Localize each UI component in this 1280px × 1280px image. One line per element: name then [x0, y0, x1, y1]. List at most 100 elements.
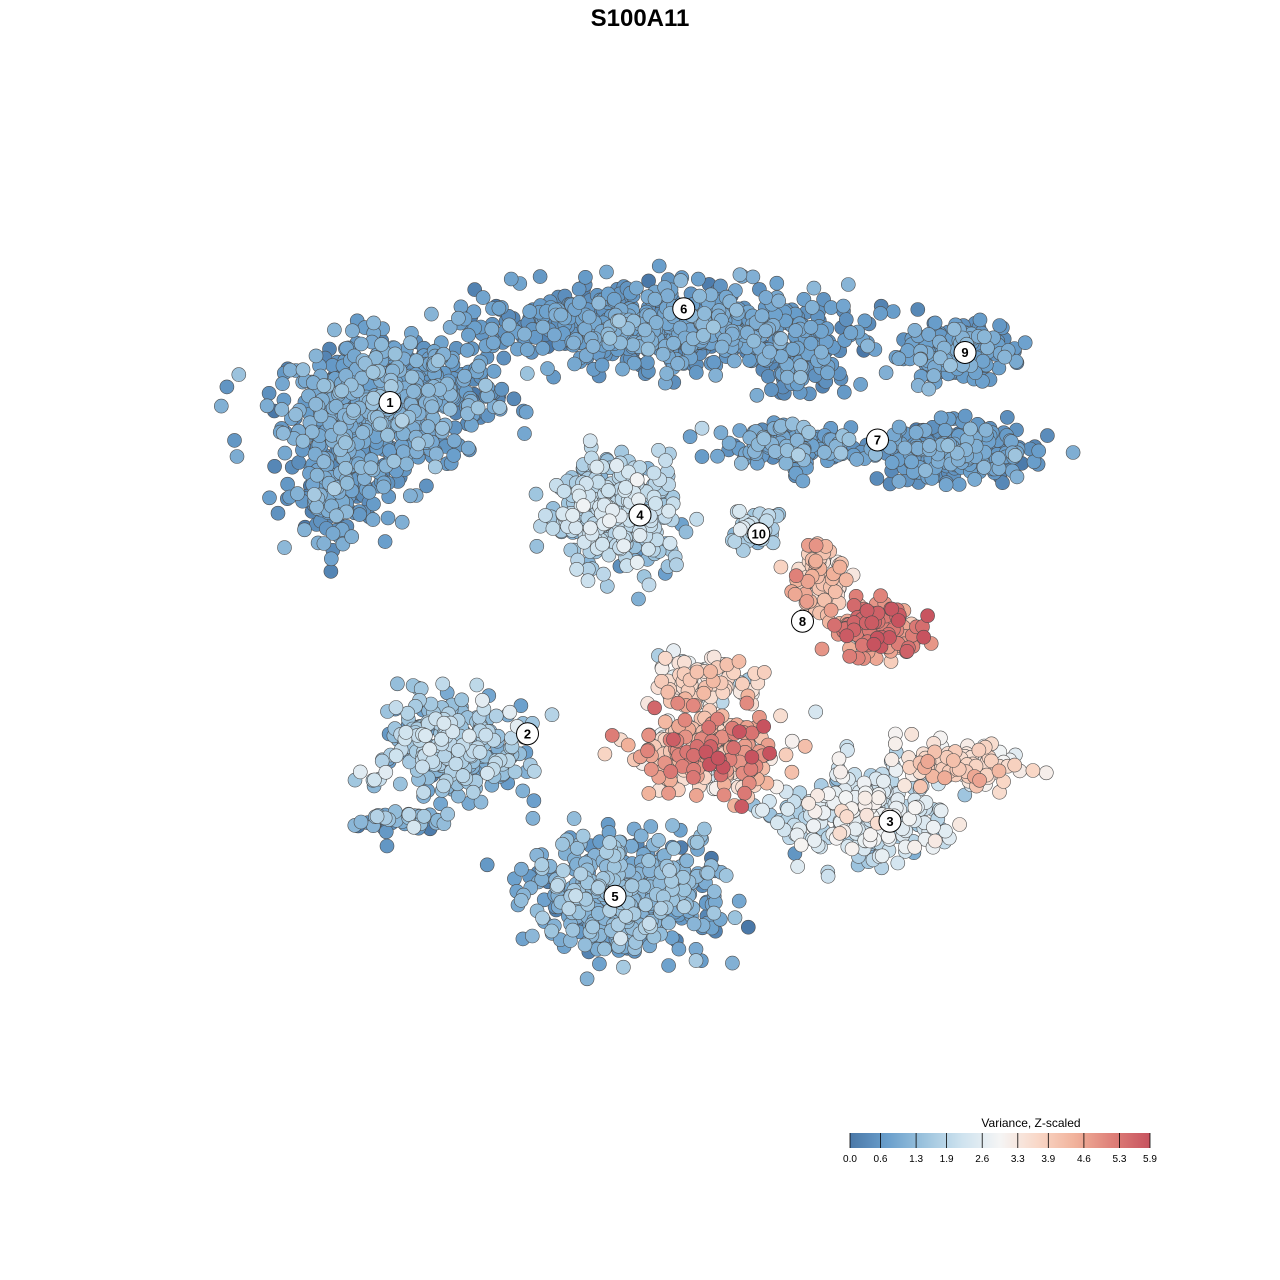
data-point	[436, 778, 451, 794]
data-point	[771, 293, 787, 309]
data-point	[422, 741, 438, 757]
data-point	[428, 446, 444, 462]
data-point	[316, 454, 332, 470]
cluster-label-text: 6	[680, 301, 687, 316]
data-point	[884, 752, 900, 767]
data-point	[849, 452, 865, 467]
data-point	[450, 788, 466, 804]
data-point	[352, 507, 367, 522]
data-point	[459, 342, 475, 358]
data-point	[486, 363, 502, 379]
data-point	[327, 322, 342, 338]
data-point	[843, 325, 859, 341]
data-point	[891, 474, 907, 489]
data-point	[907, 839, 923, 855]
data-point	[995, 475, 1010, 491]
data-point	[316, 536, 332, 551]
data-point	[519, 366, 535, 381]
data-point	[790, 447, 806, 463]
data-point	[406, 819, 422, 835]
data-point	[581, 309, 597, 325]
cluster-label-1: 1	[378, 391, 402, 414]
data-point	[793, 370, 808, 385]
data-point	[661, 503, 677, 519]
data-point	[713, 425, 729, 441]
data-point	[918, 463, 933, 478]
cluster-label-9: 9	[953, 341, 977, 364]
data-point	[951, 477, 967, 492]
data-point	[597, 941, 612, 957]
data-point	[697, 306, 712, 321]
data-point	[891, 419, 907, 435]
data-point	[275, 376, 290, 392]
data-point	[418, 728, 433, 743]
data-point	[755, 802, 770, 818]
data-point	[727, 353, 742, 369]
data-point	[869, 471, 885, 486]
data-point	[616, 959, 631, 975]
data-point	[469, 677, 485, 693]
data-point	[386, 453, 402, 469]
data-point	[544, 923, 559, 939]
data-point	[334, 383, 350, 399]
data-point	[479, 857, 495, 873]
data-point	[857, 790, 873, 806]
data-point	[277, 540, 292, 555]
data-point	[1065, 445, 1081, 460]
data-point	[866, 636, 882, 652]
data-point	[756, 431, 772, 447]
legend-tick-label: 3.9	[1041, 1154, 1055, 1165]
data-point	[689, 511, 705, 527]
data-point	[534, 857, 550, 873]
data-point	[827, 584, 843, 600]
data-point	[689, 664, 705, 680]
data-point	[972, 772, 987, 788]
data-point	[526, 763, 542, 779]
data-point	[366, 315, 382, 331]
data-point	[475, 290, 491, 305]
data-point	[555, 836, 570, 852]
data-point	[773, 559, 789, 575]
data-point	[376, 479, 391, 495]
data-point	[945, 753, 961, 768]
chart-title: S100A11	[591, 5, 690, 32]
data-point	[808, 538, 824, 553]
data-point	[641, 541, 656, 557]
data-point	[700, 865, 716, 881]
data-point	[916, 629, 932, 645]
data-point	[214, 398, 229, 414]
data-point	[742, 352, 757, 368]
cluster-label-text: 2	[524, 726, 531, 741]
data-point	[569, 840, 585, 856]
data-point	[665, 818, 680, 833]
data-point	[503, 271, 519, 287]
data-point	[666, 335, 681, 351]
data-point	[424, 306, 439, 322]
data-point	[275, 425, 291, 441]
data-point	[754, 308, 770, 324]
cluster-label-text: 1	[386, 395, 393, 410]
data-point	[727, 910, 743, 926]
data-point	[764, 382, 779, 398]
data-point	[671, 941, 687, 957]
data-point	[615, 361, 630, 377]
data-point	[450, 743, 466, 758]
data-point	[662, 863, 677, 878]
data-point	[471, 358, 487, 374]
data-point	[719, 657, 735, 673]
data-point	[380, 510, 396, 526]
data-point	[874, 848, 890, 864]
data-point	[803, 319, 819, 335]
data-point	[745, 269, 761, 285]
data-point	[363, 460, 379, 476]
data-point	[669, 557, 684, 573]
data-point	[694, 449, 710, 464]
data-point	[451, 310, 466, 326]
data-point	[890, 855, 906, 871]
data-point	[641, 577, 657, 593]
data-point	[864, 615, 880, 631]
data-point	[891, 351, 907, 367]
data-point	[277, 445, 293, 461]
data-point	[708, 367, 724, 383]
cluster-label-10: 10	[747, 522, 771, 546]
